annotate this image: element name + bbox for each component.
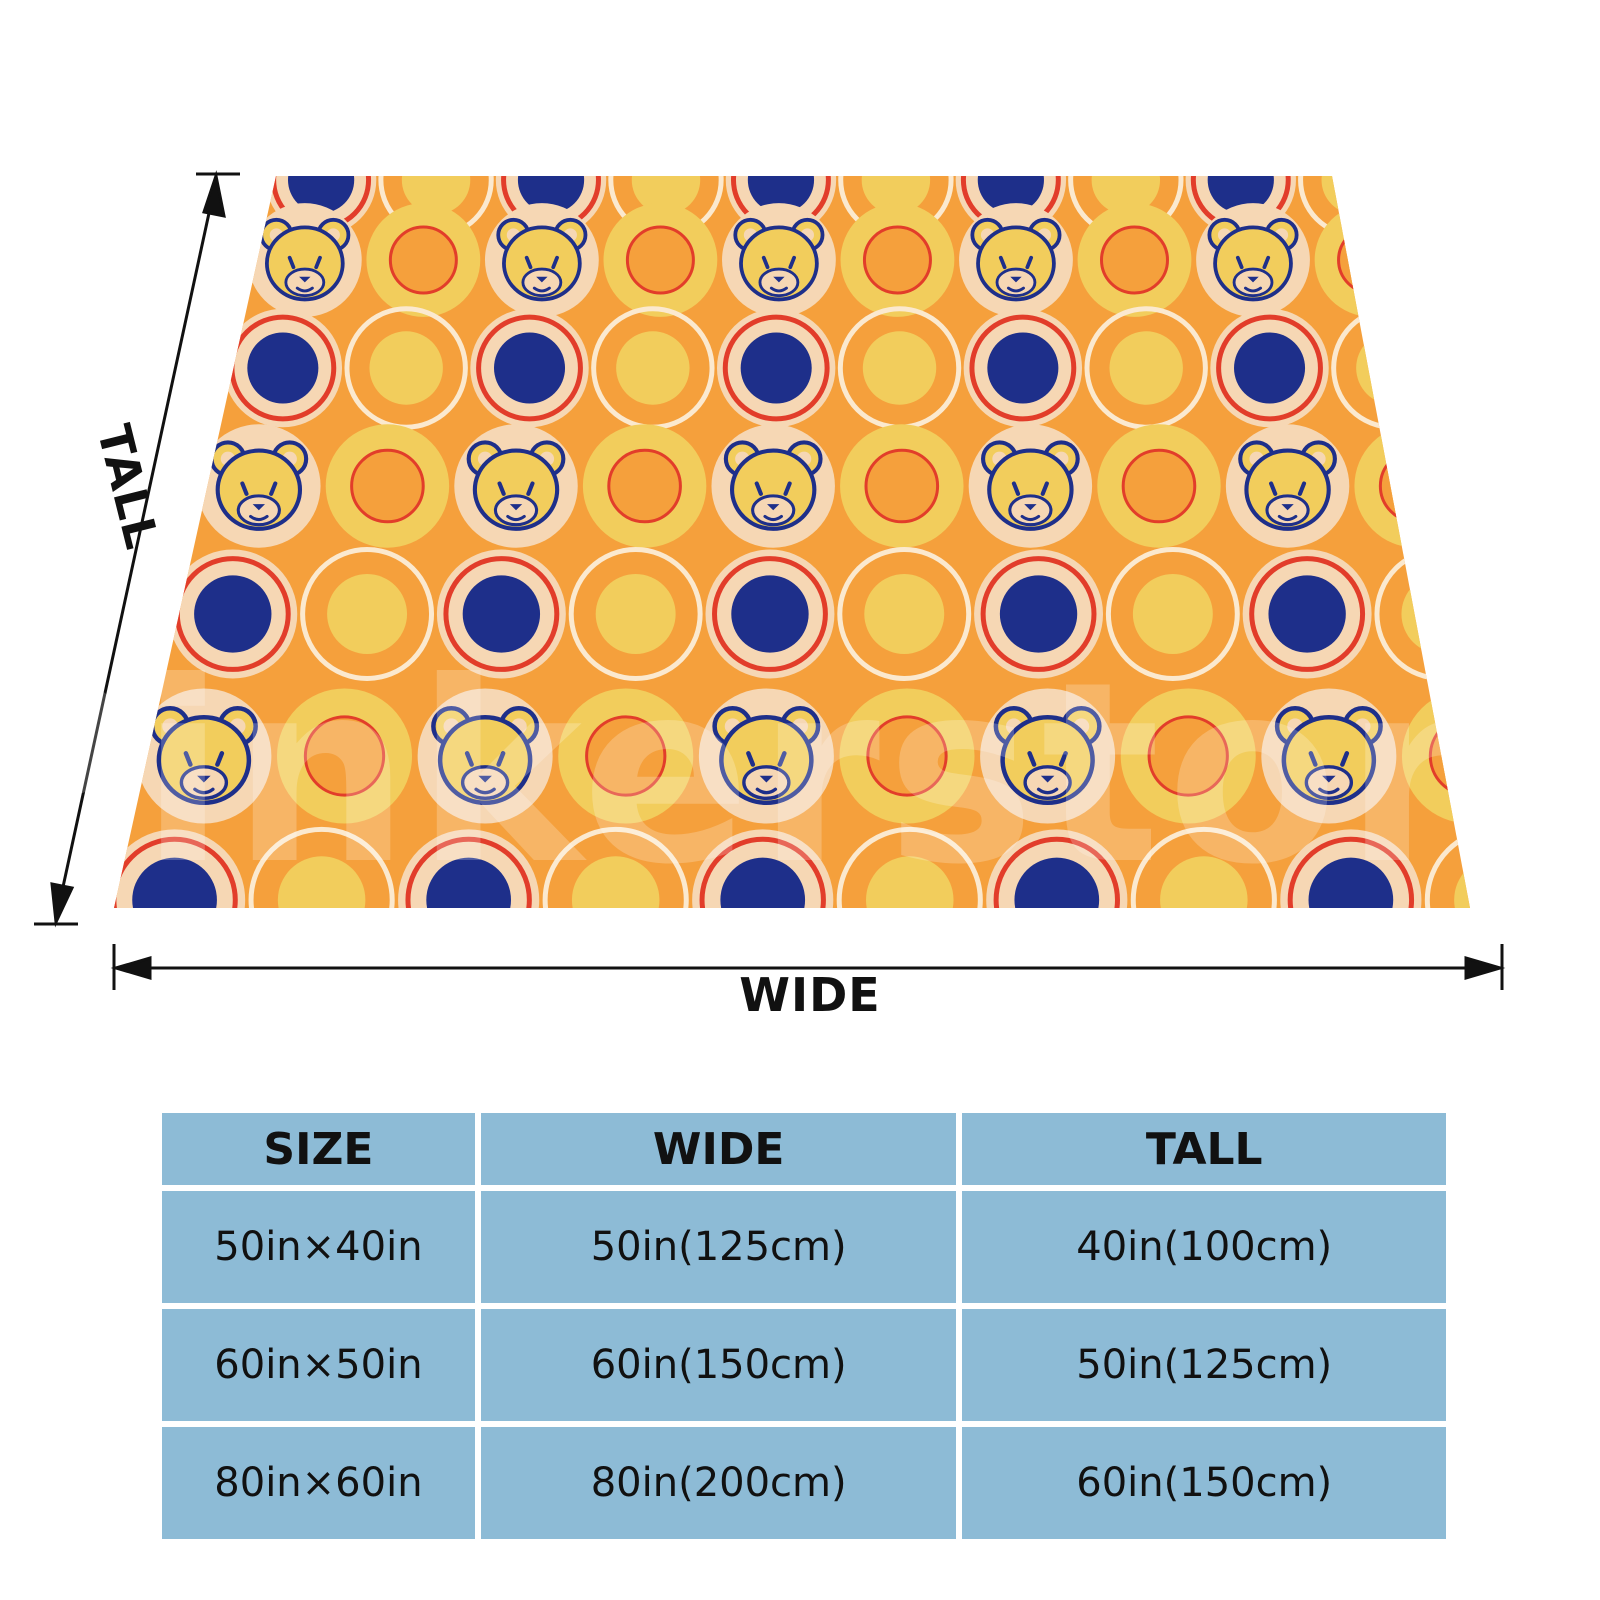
pattern-motif: [223, 308, 343, 428]
table-row: 50in×40in 50in(125cm) 40in(100cm): [162, 1191, 1446, 1303]
pattern-motif: [1077, 203, 1192, 317]
wide-dimension-arrow: [110, 944, 1506, 990]
size-table: SIZE WIDE TALL 50in×40in 50in(125cm) 40i…: [156, 1107, 1452, 1545]
cell-wide: 80in(200cm): [480, 1427, 957, 1539]
pattern-motif: [1280, 829, 1422, 908]
table-row: 60in×50in 60in(150cm) 50in(125cm): [162, 1309, 1446, 1421]
pattern-motif: [1354, 424, 1470, 548]
pattern-motif: [454, 424, 578, 548]
watermark-logo: Pinkerstore: [0, 628, 1600, 919]
cell-tall: 60in(150cm): [962, 1427, 1446, 1539]
pattern-motif: [722, 203, 836, 317]
pattern-motif: [247, 203, 362, 317]
pattern-motif: [398, 829, 540, 908]
pattern-motif: [968, 424, 1093, 548]
pattern-motif: [129, 203, 244, 317]
pattern-motif: [1456, 308, 1470, 428]
pattern-motif: [366, 203, 481, 317]
pattern-motif: [836, 826, 983, 908]
pattern-motif: [168, 549, 298, 679]
pattern-motif: [1483, 424, 1600, 547]
pattern-motif: [986, 829, 1128, 908]
pattern-motif: [1097, 424, 1221, 548]
pattern-motif: [840, 203, 955, 317]
pattern-motif: [974, 549, 1104, 679]
pattern-motif: [1261, 688, 1397, 824]
pattern-motif: [558, 688, 694, 824]
pattern-motif: [1120, 688, 1256, 824]
pattern-motif: [1225, 424, 1350, 548]
pattern-motif: [1196, 203, 1310, 317]
pattern-motif: [1314, 203, 1429, 317]
cell-wide: 60in(150cm): [480, 1309, 957, 1421]
pattern-motif: [716, 308, 836, 428]
pattern-motif: [963, 308, 1083, 428]
table-row: 80in×60in 80in(200cm) 60in(150cm): [162, 1427, 1446, 1539]
tall-dimension-arrow: [34, 170, 240, 928]
pattern-motif: [698, 688, 834, 824]
size-table-header-row: SIZE WIDE TALL: [162, 1113, 1446, 1185]
cell-size: 60in×50in: [162, 1309, 475, 1421]
pattern-motif: [568, 547, 703, 681]
cell-tall: 40in(100cm): [962, 1191, 1446, 1303]
pattern-motif: [417, 688, 553, 824]
pattern-motif: [959, 203, 1073, 317]
pattern-motif: [1130, 826, 1277, 908]
pattern-motif: [1105, 547, 1240, 681]
pattern-motif: [248, 826, 395, 908]
pattern-motif: [542, 826, 689, 908]
cell-wide: 50in(125cm): [480, 1191, 957, 1303]
cell-size: 50in×40in: [162, 1191, 475, 1303]
wide-dimension-label: WIDE: [739, 968, 881, 1022]
pattern-motif: [136, 688, 272, 824]
blanket-figure: Pinkerstore: [0, 170, 1600, 990]
pattern-motif: [325, 424, 450, 548]
pattern-motif: [837, 547, 972, 681]
pattern-motif: [300, 547, 435, 681]
pattern-motif: [711, 424, 835, 548]
cell-size: 80in×60in: [162, 1427, 475, 1539]
pattern-motif: [705, 549, 835, 679]
pattern-motif: [148, 176, 264, 238]
pattern-motif: [114, 829, 246, 908]
header-wide: WIDE: [480, 1113, 957, 1185]
pattern-motif: [484, 203, 599, 317]
pattern-motif: [582, 424, 707, 548]
pattern-motif: [1242, 549, 1372, 679]
pattern-motif: [1210, 308, 1329, 428]
header-tall: TALL: [962, 1113, 1446, 1185]
pattern-motif: [277, 688, 413, 824]
pattern-motif: [436, 549, 566, 679]
pattern-motif: [1415, 176, 1470, 236]
pattern-motif: [1424, 826, 1470, 908]
header-size: SIZE: [162, 1113, 475, 1185]
pattern-motif: [692, 829, 834, 908]
pattern-motif: [470, 308, 589, 428]
pattern-motif: [1433, 203, 1470, 317]
pattern-motif: [603, 203, 718, 317]
pattern-motif: [840, 424, 964, 548]
pattern-motif: [839, 688, 975, 824]
pattern-motif: [980, 688, 1116, 824]
pattern-motif: [197, 424, 321, 548]
cell-tall: 50in(125cm): [962, 1309, 1446, 1421]
